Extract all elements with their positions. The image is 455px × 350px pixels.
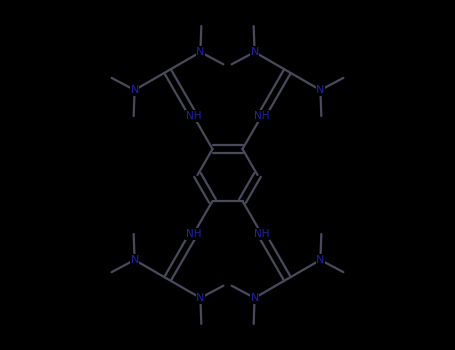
Text: N: N xyxy=(250,293,259,303)
Text: N: N xyxy=(196,293,205,303)
Text: N: N xyxy=(316,85,324,95)
Text: NH: NH xyxy=(254,111,269,121)
Text: NH: NH xyxy=(186,111,201,121)
Text: N: N xyxy=(131,85,139,95)
Text: N: N xyxy=(196,47,205,57)
Text: N: N xyxy=(250,47,259,57)
Text: NH: NH xyxy=(186,229,201,239)
Text: NH: NH xyxy=(254,229,269,239)
Text: N: N xyxy=(131,255,139,265)
Text: N: N xyxy=(316,255,324,265)
